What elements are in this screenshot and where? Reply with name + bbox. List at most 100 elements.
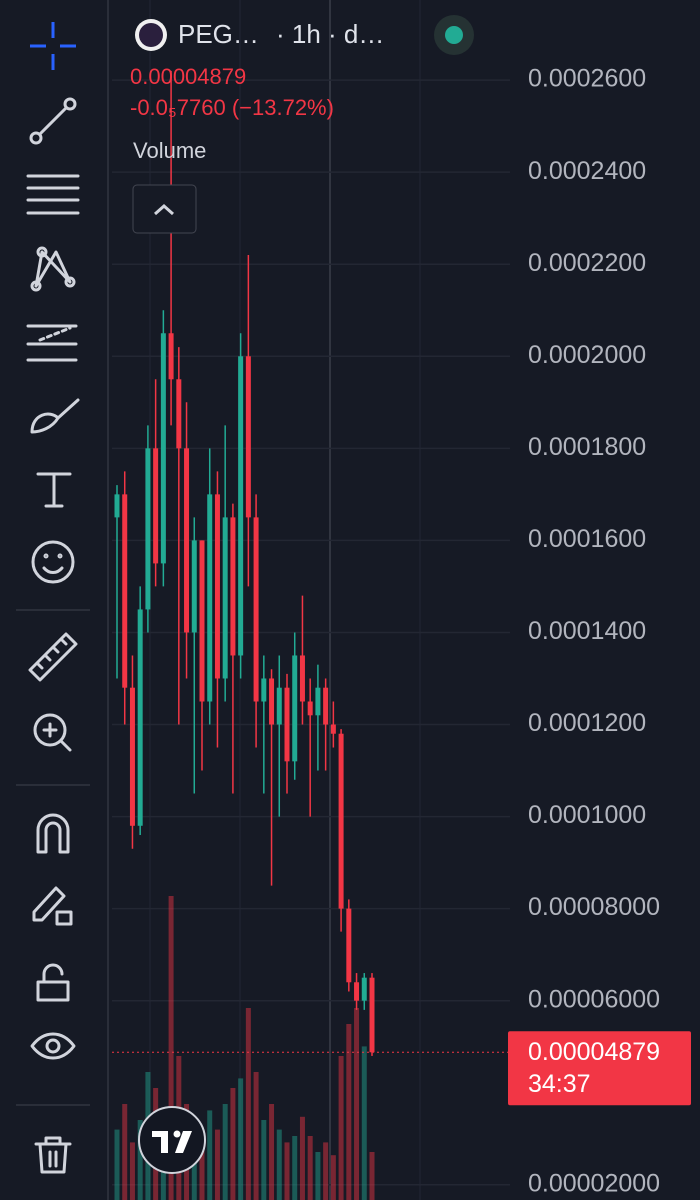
volume-bar <box>207 1110 213 1200</box>
candle-body <box>191 540 197 633</box>
crosshair-tool[interactable] <box>30 22 76 70</box>
magnet-tool[interactable] <box>36 813 70 854</box>
volume-bar <box>245 1008 251 1200</box>
candle-body <box>261 678 267 702</box>
plot-area <box>112 0 510 1200</box>
volume-bar <box>114 1129 120 1200</box>
volume-bar <box>346 1024 352 1200</box>
trendline-tool[interactable] <box>29 97 77 145</box>
interval[interactable]: · 1h · d… <box>276 19 384 49</box>
volume-bar <box>253 1072 259 1200</box>
y-tick-label: 0.0001000 <box>528 801 646 829</box>
candle-body <box>276 687 282 725</box>
candle-body <box>153 448 159 564</box>
toolbar-bg <box>0 0 108 1200</box>
volume-bar <box>307 1136 313 1200</box>
y-tick-label: 0.0002400 <box>528 157 646 185</box>
zoom-tool[interactable] <box>33 713 72 752</box>
status-dot <box>445 26 463 44</box>
price-tag: 0.00004879 34:37 <box>508 1031 691 1106</box>
candle-body <box>292 655 298 762</box>
candle-body <box>338 733 344 909</box>
candle-body <box>137 609 143 826</box>
y-tick-label: 0.0001800 <box>528 433 646 461</box>
tv-logo[interactable] <box>138 1106 206 1174</box>
text-tool[interactable] <box>36 472 72 508</box>
volume-bar <box>299 1116 305 1200</box>
candle-body <box>361 977 367 1001</box>
candle-body <box>184 448 190 633</box>
candle-body <box>122 494 128 688</box>
candle-body <box>369 977 375 1053</box>
candle-body <box>230 517 236 656</box>
y-tick-label: 0.0001600 <box>528 525 646 553</box>
volume-bar <box>354 1008 360 1200</box>
candle-body <box>354 982 360 1001</box>
volume-bar <box>261 1120 267 1200</box>
candle-body <box>160 333 166 564</box>
candle-body <box>129 687 135 826</box>
volume-label: Volume <box>133 138 206 163</box>
y-tick-label: 0.00006000 <box>528 985 660 1013</box>
candle-body <box>253 517 259 702</box>
candle-body <box>238 356 244 656</box>
delete-tool[interactable] <box>34 1136 72 1174</box>
candle-body <box>222 517 228 679</box>
candle-body <box>214 494 220 679</box>
lock-tool[interactable] <box>36 963 70 1002</box>
candle-body <box>245 356 251 518</box>
price-tag-value: 0.00004879 <box>528 1038 660 1066</box>
lock-drawing-tool[interactable] <box>32 886 73 926</box>
candle-body <box>207 494 213 702</box>
volume-bar <box>137 1120 143 1200</box>
hide-tool[interactable] <box>30 1032 76 1060</box>
brush-tool[interactable] <box>30 398 80 434</box>
volume-bar <box>369 1152 375 1200</box>
candle-body <box>346 908 352 983</box>
y-tick-label: 0.0002000 <box>528 341 646 369</box>
candle-body <box>114 494 120 518</box>
toolbar <box>0 0 109 1200</box>
pattern-tool[interactable] <box>30 246 76 292</box>
header: PEG… · 1h · d… 0.00004879 -0.0₅7760 (−13… <box>130 15 474 234</box>
candle-body <box>168 333 174 380</box>
volume-bar <box>315 1152 321 1200</box>
ruler-tool[interactable] <box>28 632 78 682</box>
prediction-tool[interactable] <box>26 324 78 362</box>
emoji-tool[interactable] <box>31 540 75 584</box>
volume-bar <box>230 1088 236 1200</box>
candle-body <box>145 448 151 610</box>
candle-body <box>176 379 182 449</box>
volume-bar <box>122 1104 128 1200</box>
symbol[interactable]: PEG… <box>178 19 259 49</box>
y-tick-label: 0.0002600 <box>528 65 646 93</box>
candle-body <box>199 540 205 702</box>
volume-bar <box>199 1136 205 1200</box>
volume-bar <box>168 896 174 1200</box>
volume-bar <box>292 1136 298 1200</box>
collapse-icon <box>154 203 174 216</box>
candle-body <box>284 687 290 762</box>
candle-body <box>323 687 329 725</box>
volume-bar <box>238 1078 244 1200</box>
volume-bar <box>214 1129 220 1200</box>
y-tick-label: 0.00002000 <box>528 1169 660 1197</box>
candle-body <box>269 678 275 725</box>
collapse-button[interactable] <box>132 184 197 234</box>
volume-bar <box>323 1142 329 1200</box>
volume-bar <box>129 1142 135 1200</box>
volume-bar <box>276 1129 282 1200</box>
legend-price: 0.00004879 <box>130 64 246 89</box>
candle-body <box>307 701 313 716</box>
volume-bar <box>361 1046 367 1200</box>
price-tag-countdown: 34:37 <box>528 1070 591 1098</box>
y-tick-label: 0.00008000 <box>528 893 660 921</box>
volume-bar <box>284 1142 290 1200</box>
volume-bar <box>222 1104 228 1200</box>
symbol-logo-inner <box>139 23 163 47</box>
candle-body <box>315 687 321 716</box>
candle-body <box>299 655 305 702</box>
fib-tool[interactable] <box>26 174 80 215</box>
